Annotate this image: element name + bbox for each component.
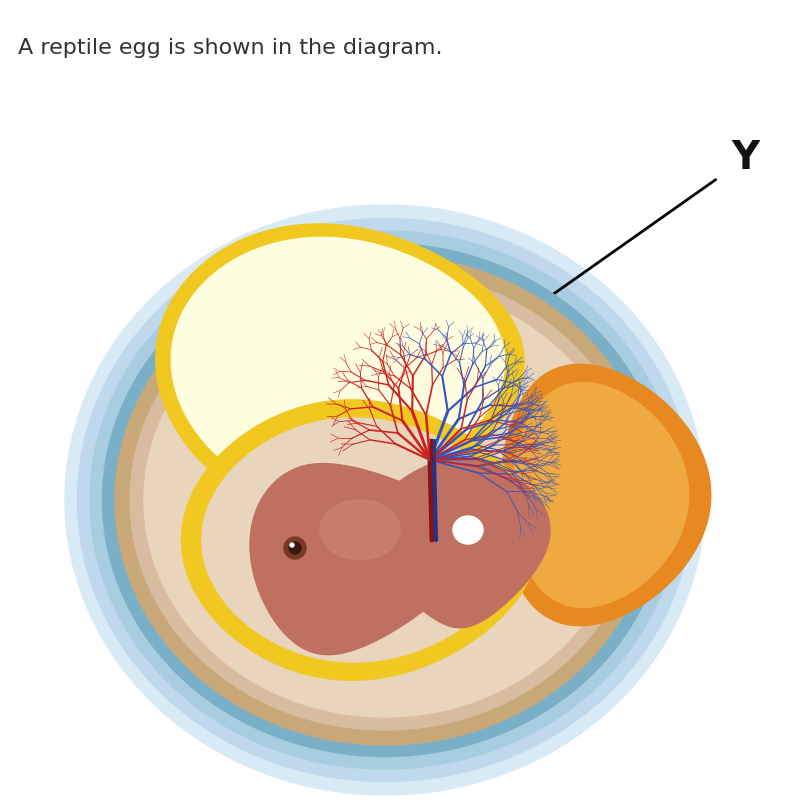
Ellipse shape [102,244,667,756]
Ellipse shape [65,205,705,795]
Circle shape [289,542,301,554]
Polygon shape [250,464,470,654]
Polygon shape [156,224,524,516]
Ellipse shape [115,255,655,745]
Polygon shape [171,237,505,499]
Ellipse shape [130,270,640,730]
Polygon shape [501,364,710,626]
Ellipse shape [144,283,626,717]
Ellipse shape [90,231,680,769]
Polygon shape [370,458,550,628]
Text: A reptile egg is shown in the diagram.: A reptile egg is shown in the diagram. [18,38,442,58]
Circle shape [284,537,306,559]
Text: Y: Y [731,139,759,177]
Polygon shape [202,418,518,662]
Polygon shape [513,383,689,607]
Polygon shape [320,500,400,560]
Ellipse shape [78,218,693,781]
Ellipse shape [453,516,483,544]
Circle shape [290,543,294,547]
Polygon shape [182,400,538,680]
